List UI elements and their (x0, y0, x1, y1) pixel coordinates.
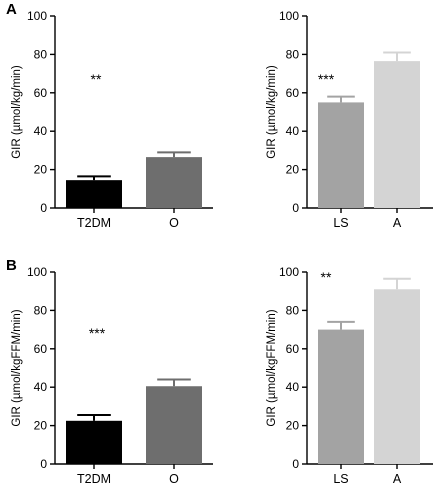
y-tick-label: 20 (34, 163, 48, 177)
x-tick-label: A (393, 216, 402, 230)
y-tick-label: 0 (40, 457, 47, 471)
bar-ls (318, 102, 364, 208)
y-tick-label: 0 (292, 201, 299, 215)
y-tick-label: 20 (286, 163, 300, 177)
panel-label: B (6, 257, 17, 274)
y-tick-label: 20 (34, 419, 48, 433)
y-tick-label: 60 (34, 342, 48, 356)
y-tick-label: 100 (27, 265, 47, 279)
y-axis-label: GIR (µmol/kgFFM/min) (266, 309, 278, 426)
bar-t2dm (66, 180, 122, 208)
chart-panel-1: A 0 20 40 60 80 100 GIR (µmol/kg/min) T2DM O ** (6, 1, 213, 230)
significance-annotation: *** (318, 71, 335, 87)
significance-annotation: ** (321, 269, 332, 285)
y-tick-label: 80 (34, 303, 48, 317)
bar-o (146, 386, 202, 464)
x-tick-label: LS (333, 472, 348, 486)
bar-a (374, 61, 420, 209)
y-tick-label: 80 (286, 47, 300, 61)
x-tick-label: LS (333, 216, 348, 230)
significance-annotation: ** (91, 71, 102, 87)
y-axis-label: GIR (µmol/kg/min) (266, 65, 278, 159)
y-tick-label: 40 (34, 124, 48, 138)
x-tick-label: T2DM (77, 216, 111, 230)
y-tick-label: 80 (286, 303, 300, 317)
y-tick-label: 60 (34, 86, 48, 100)
y-tick-label: 40 (286, 124, 300, 138)
x-tick-label: O (169, 472, 179, 486)
x-tick-label: T2DM (77, 472, 111, 486)
y-tick-label: 40 (34, 380, 48, 394)
chart-panel-2: 0 20 40 60 80 100 GIR (µmol/kg/min) LS A *** (266, 9, 433, 230)
chart-panel-3: B 0 20 40 60 80 100 GIR (µmol/kgFFM/min) T2DM O **… (6, 257, 213, 486)
x-tick-label: A (393, 472, 402, 486)
y-tick-label: 40 (286, 380, 300, 394)
y-tick-label: 0 (292, 457, 299, 471)
panel-label: A (6, 1, 17, 18)
chart-panel-4: 0 20 40 60 80 100 GIR (µmol/kgFFM/min) LS A ** (266, 265, 433, 486)
bar-t2dm (66, 420, 122, 464)
y-axis-label: GIR (µmol/kg/min) (11, 65, 23, 159)
bar-a (374, 289, 420, 464)
y-tick-label: 60 (286, 86, 300, 100)
y-tick-label: 20 (286, 419, 300, 433)
y-tick-label: 100 (27, 9, 47, 23)
bar-ls (318, 329, 364, 464)
significance-annotation: *** (89, 325, 106, 341)
y-tick-label: 100 (279, 265, 299, 279)
y-tick-label: 100 (279, 9, 299, 23)
bar-o (146, 157, 202, 208)
y-axis-label: GIR (µmol/kgFFM/min) (11, 309, 23, 426)
y-tick-label: 60 (286, 342, 300, 356)
y-tick-label: 0 (40, 201, 47, 215)
y-tick-label: 80 (34, 47, 48, 61)
x-tick-label: O (169, 216, 179, 230)
